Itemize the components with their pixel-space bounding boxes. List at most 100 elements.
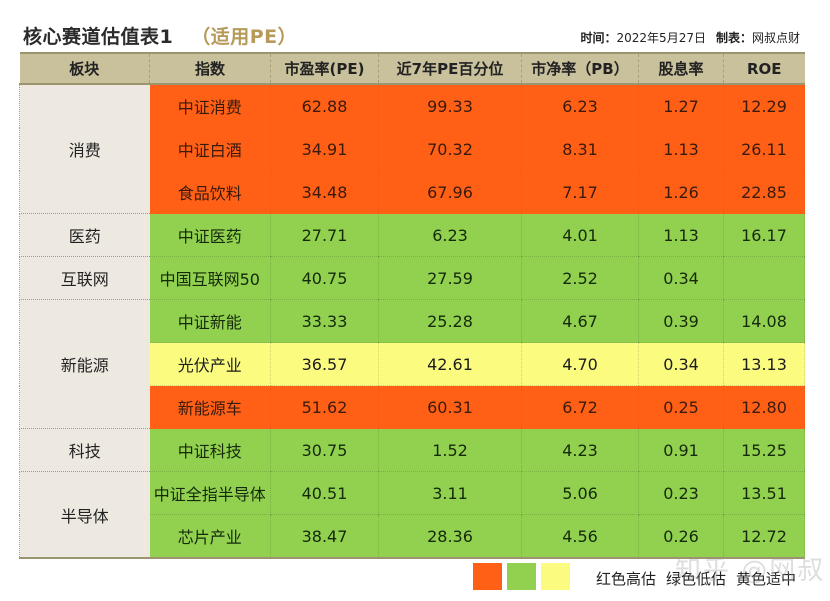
- dividend-cell: 0.34: [638, 256, 724, 300]
- pb-cell: 4.23: [521, 428, 639, 472]
- sector-cell: 消费: [19, 84, 150, 214]
- index-cell: 中证医药: [149, 213, 271, 257]
- index-cell: 中国互联网50: [149, 256, 271, 300]
- sector-cell: 新能源: [19, 299, 150, 429]
- col-header-pe-percentile: 近7年PE百分位: [378, 52, 522, 85]
- roe-cell: 12.29: [723, 84, 805, 128]
- index-cell: 新能源车: [149, 385, 271, 429]
- dividend-cell: 0.26: [638, 514, 724, 559]
- watermark: 知乎 @网叔: [675, 556, 826, 586]
- meta-info: 时间：2022年5月27日 制表：网叔点财: [581, 29, 801, 46]
- index-cell: 中证消费: [149, 84, 271, 128]
- time-value: 2022年5月27日: [616, 31, 706, 45]
- legend-swatch-green: [507, 563, 536, 590]
- pb-cell: 6.72: [521, 385, 639, 429]
- pb-cell: 8.31: [521, 127, 639, 171]
- author-value: 网叔点财: [751, 31, 800, 45]
- pe-cell: 34.91: [270, 127, 379, 171]
- legend-swatch-red: [473, 563, 502, 590]
- sector-cell: 科技: [19, 428, 150, 472]
- table-row: 新能源 中证新能 33.33 25.28 4.67 0.39 14.08: [19, 299, 805, 429]
- dividend-cell: 0.39: [638, 299, 724, 343]
- table-row: 食品饮料 34.48 67.96 7.17 1.26 22.85: [20, 170, 805, 214]
- pb-cell: 4.70: [521, 342, 639, 386]
- sector-cell: 半导体: [19, 471, 150, 559]
- legend-label-green: 绿色低估: [666, 570, 727, 588]
- index-cell: 中证新能: [149, 299, 271, 343]
- pe-percentile-cell: 60.31: [378, 385, 522, 429]
- table-row: 半导体 中证全指半导体 40.51 3.11 5.06 0.23 13.51: [19, 471, 805, 559]
- pe-percentile-cell: 27.59: [378, 256, 522, 300]
- roe-cell: 12.72: [723, 514, 805, 559]
- index-cell: 中证科技: [149, 428, 271, 472]
- title-bar: 核心赛道估值表1 （适用PE） 时间：2022年5月27日 制表：网叔点财: [19, 22, 804, 50]
- roe-cell: 14.08: [723, 299, 805, 343]
- dividend-cell: 0.34: [638, 342, 724, 386]
- dividend-cell: 0.23: [638, 471, 724, 515]
- table-row: 新能源车 51.62 60.31 6.72 0.25 12.80: [20, 385, 805, 429]
- pb-cell: 6.23: [521, 84, 639, 128]
- pe-percentile-cell: 6.23: [378, 213, 522, 257]
- pe-percentile-cell: 67.96: [378, 170, 522, 214]
- pe-percentile-cell: 25.28: [378, 299, 522, 343]
- pe-percentile-cell: 1.52: [378, 428, 522, 472]
- roe-cell: 13.51: [723, 471, 805, 515]
- col-header-index: 指数: [149, 52, 271, 85]
- roe-cell: [723, 256, 805, 300]
- pe-cell: 30.75: [270, 428, 379, 472]
- col-header-roe: ROE: [723, 52, 805, 85]
- roe-cell: 16.17: [723, 213, 805, 257]
- roe-cell: 13.13: [723, 342, 805, 386]
- roe-cell: 15.25: [723, 428, 805, 472]
- pb-cell: 4.01: [521, 213, 639, 257]
- title-text: 核心赛道估值表1: [23, 26, 174, 48]
- table-row: 中证白酒 34.91 70.32 8.31 1.13 26.11: [20, 127, 805, 171]
- table-row: 消费 中证消费 62.88 99.33 6.23 1.27 12.29: [19, 84, 805, 214]
- table-row: 芯片产业 38.47 28.36 4.56 0.26 12.72: [20, 514, 805, 559]
- index-cell: 食品饮料: [149, 170, 271, 214]
- dividend-cell: 0.25: [638, 385, 724, 429]
- pb-cell: 7.17: [521, 170, 639, 214]
- valuation-table: 板块 指数 市盈率(PE) 近7年PE百分位 市净率（PB） 股息率 ROE 消…: [19, 52, 805, 559]
- col-header-pe: 市盈率(PE): [270, 52, 379, 85]
- legend-label-yellow: 黄色适中: [736, 570, 797, 588]
- pb-cell: 4.67: [521, 299, 639, 343]
- index-cell: 芯片产业: [149, 514, 271, 559]
- dividend-cell: 1.13: [638, 127, 724, 171]
- pe-cell: 38.47: [270, 514, 379, 559]
- pe-cell: 51.62: [270, 385, 379, 429]
- sector-cell: 互联网: [19, 256, 150, 300]
- roe-cell: 22.85: [723, 170, 805, 214]
- dividend-cell: 0.91: [638, 428, 724, 472]
- pe-cell: 36.57: [270, 342, 379, 386]
- pe-cell: 40.51: [270, 471, 379, 515]
- legend-labels: 红色高估 绿色低估 黄色适中: [596, 568, 806, 589]
- pe-cell: 40.75: [270, 256, 379, 300]
- pe-percentile-cell: 99.33: [378, 84, 522, 128]
- col-header-dividend: 股息率: [638, 52, 724, 85]
- pe-cell: 34.48: [270, 170, 379, 214]
- col-header-pb: 市净率（PB）: [521, 52, 639, 85]
- index-cell: 中证白酒: [149, 127, 271, 171]
- dividend-cell: 1.27: [638, 84, 724, 128]
- legend-label-red: 红色高估: [596, 570, 657, 588]
- title-subtitle: （适用PE）: [191, 26, 298, 48]
- time-label: 时间：: [580, 31, 617, 45]
- dividend-cell: 1.13: [638, 213, 724, 257]
- table-row: 互联网 中国互联网50 40.75 27.59 2.52 0.34: [19, 256, 805, 300]
- roe-cell: 12.80: [723, 385, 805, 429]
- col-header-sector: 板块: [19, 52, 150, 85]
- author-label: 制表：: [715, 31, 752, 45]
- pe-cell: 33.33: [270, 299, 379, 343]
- index-cell: 中证全指半导体: [149, 471, 271, 515]
- pe-percentile-cell: 28.36: [378, 514, 522, 559]
- header-row: 板块 指数 市盈率(PE) 近7年PE百分位 市净率（PB） 股息率 ROE: [19, 52, 805, 85]
- pb-cell: 4.56: [521, 514, 639, 559]
- table-row: 科技 中证科技 30.75 1.52 4.23 0.91 15.25: [19, 428, 805, 472]
- pe-percentile-cell: 42.61: [378, 342, 522, 386]
- roe-cell: 26.11: [723, 127, 805, 171]
- pe-cell: 62.88: [270, 84, 379, 128]
- dividend-cell: 1.26: [638, 170, 724, 214]
- page-title: 核心赛道估值表1 （适用PE）: [23, 22, 297, 49]
- table-row: 光伏产业 36.57 42.61 4.70 0.34 13.13: [20, 342, 805, 386]
